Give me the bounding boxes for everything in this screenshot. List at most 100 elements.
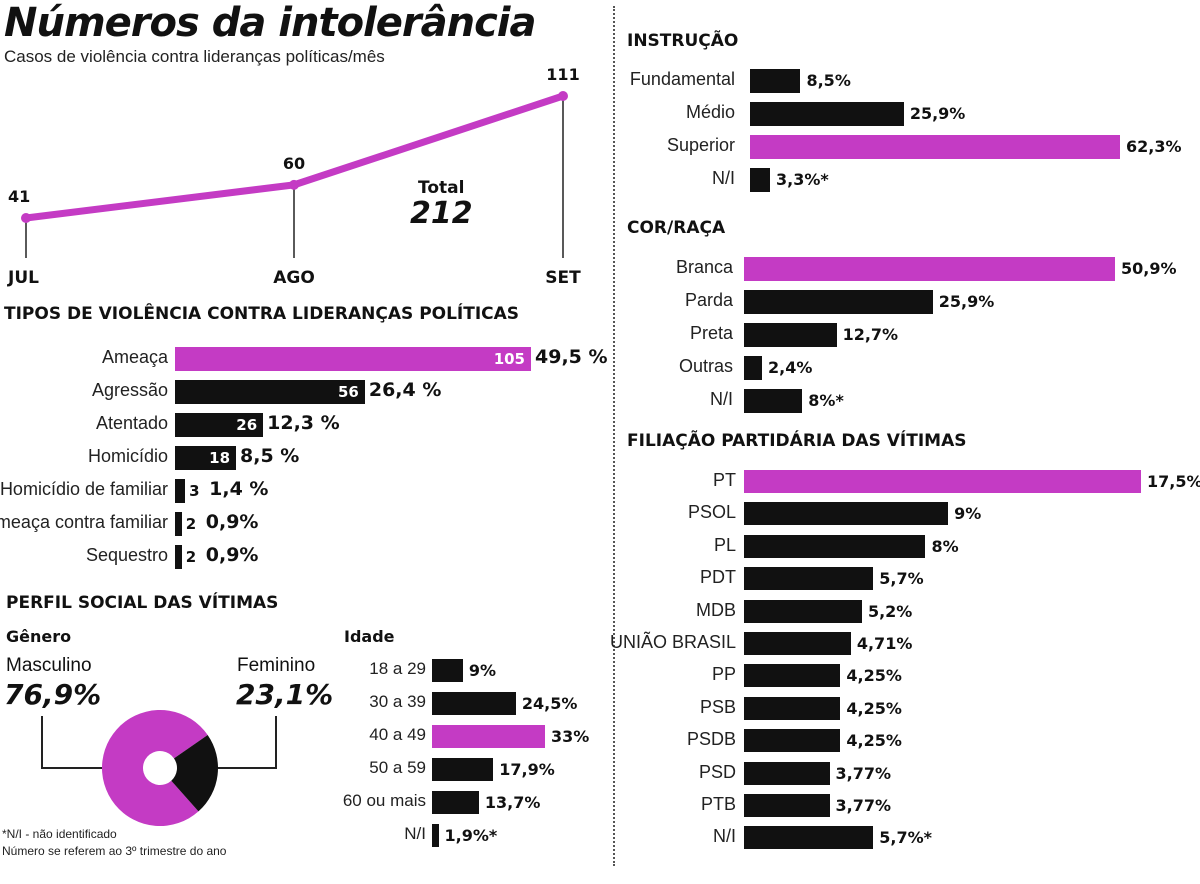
idade-bar [432, 791, 479, 814]
tipos-category-label: Ameaça contra familiar [0, 512, 168, 532]
filiacao-value-label: 5,2% [867, 601, 913, 621]
tipos-count-label: 2 [185, 548, 197, 566]
tipos-count-label: 56 [337, 383, 359, 401]
footnote-trimestre: Número se referem ao 3º trimestre do ano [2, 844, 227, 858]
filiacao-bar [744, 599, 862, 623]
filiacao-value-label: 5,7% [879, 569, 924, 589]
tipos-bar [175, 446, 237, 470]
filiacao-category-label: N/I [712, 826, 736, 847]
tipos-category-label: Sequestro [85, 545, 168, 565]
instrucao-category-label: Médio [685, 102, 735, 122]
instrucao-bar [750, 135, 1120, 159]
tipos-count-label: 18 [209, 449, 231, 467]
point-set [558, 91, 568, 101]
tipos-count-label: 105 [493, 350, 525, 368]
masculino-value: 76,9% [4, 678, 102, 711]
page-subtitle: Casos de violência contra lideranças pol… [4, 47, 385, 66]
filiacao-bar [744, 696, 841, 720]
cor-heading: COR/RAÇA [627, 218, 726, 238]
idade-value-label: 17,9% [499, 760, 555, 779]
tipos-count-label: 26 [236, 416, 258, 434]
pie-slice-masculino [101, 710, 208, 826]
point-jul [21, 213, 31, 223]
cor-bar [744, 290, 933, 314]
instrucao-value-label: 25,9% [909, 104, 966, 123]
tipos-category-label: Atentado [95, 413, 168, 433]
instrucao-value-label: 62,3% [1126, 137, 1182, 156]
instrucao-bar [750, 69, 801, 93]
cor-category-label: Branca [675, 257, 733, 277]
idade-value-label: 13,7% [484, 793, 541, 812]
tipos-category-label: Agressão [91, 380, 168, 400]
column-divider [613, 6, 615, 866]
cor-category-label: N/I [709, 389, 733, 409]
filiacao-category-label: MDB [696, 599, 736, 620]
tipos-category-label: Ameaça [101, 347, 168, 367]
x-tick-set: SET [545, 268, 581, 288]
tipos-category-label: Homicídio de familiar [0, 479, 168, 499]
idade-value-label: 33% [551, 727, 590, 746]
filiacao-category-label: PDT [700, 567, 736, 588]
value-label-jul: 41 [8, 187, 30, 206]
cor-value-label: 25,9% [938, 292, 995, 311]
cor-category-label: Preta [689, 323, 733, 343]
filiacao-value-label: 9% [954, 504, 982, 524]
monthly-line-chart: 41 JUL 60 AGO 111 SET [7, 65, 581, 288]
point-ago [289, 179, 299, 190]
filiacao-value-label: 4,71% [856, 634, 913, 653]
tipos-bar [175, 347, 531, 371]
filiacao-bar [744, 534, 926, 558]
filiacao-category-label: PSOL [687, 502, 736, 523]
tipos-bar [175, 479, 186, 503]
tipos-percent-label: 0,9% [205, 544, 259, 566]
tipos-bar [175, 380, 365, 404]
cor-category-label: Outras [678, 356, 733, 376]
idade-category-label: 40 a 49 [369, 725, 426, 744]
filiacao-category-label: UNIÃO BRASIL [609, 632, 736, 652]
filiacao-category-label: PSDB [686, 729, 736, 750]
feminino-value: 23,1% [236, 678, 334, 711]
tipos-percent-label: 0,9% [205, 511, 259, 533]
instrucao-bar [750, 102, 904, 126]
masculino-label: Masculino [6, 655, 92, 676]
idade-category-label: 30 a 39 [369, 692, 426, 711]
total-label: Total [418, 178, 465, 198]
filiacao-bar [744, 761, 830, 785]
x-tick-jul: JUL [7, 268, 39, 288]
genero-heading: Gênero [6, 627, 72, 646]
cor-value-label: 8%* [808, 391, 844, 410]
filiacao-bar [744, 632, 851, 655]
value-label-ago: 60 [283, 154, 305, 173]
filiacao-bar [744, 470, 1141, 493]
instrucao-category-label: Fundamental [629, 69, 735, 89]
tipos-percent-label: 12,3 % [267, 412, 340, 434]
genero-pie-chart [41, 710, 277, 826]
filiacao-category-label: PL [713, 534, 736, 555]
tipos-bar [175, 512, 182, 536]
filiacao-value-label: 4,25% [846, 666, 902, 686]
idade-category-label: 60 ou mais [342, 791, 426, 810]
filiacao-value-label: 17,5% [1147, 472, 1200, 491]
tipos-count-label: 3 [189, 482, 200, 500]
cor-bar [744, 323, 837, 347]
tipos-percent-label: 8,5 % [240, 445, 300, 467]
idade-heading: Idade [344, 627, 395, 646]
idade-bar [432, 725, 545, 748]
tipos-heading: TIPOS DE VIOLÊNCIA CONTRA LIDERANÇAS POL… [4, 304, 520, 324]
instrucao-category-label: N/I [711, 168, 735, 188]
pie-slice-feminino [171, 734, 218, 812]
page-title: Números da intolerância [4, 0, 536, 46]
filiacao-bar [744, 567, 874, 591]
cor-category-label: Parda [684, 290, 733, 310]
filiacao-category-label: PP [711, 664, 736, 685]
cor-value-label: 12,7% [842, 325, 899, 344]
value-label-set: 111 [546, 65, 579, 84]
filiacao-value-label: 4,25% [846, 731, 902, 751]
filiacao-category-label: PTB [700, 794, 736, 814]
idade-category-label: 50 a 59 [369, 758, 426, 777]
idade-value-label: 24,5% [521, 694, 578, 713]
idade-bar [432, 824, 439, 847]
filiacao-value-label: 3,77% [835, 763, 892, 783]
tipos-count-label: 2 [185, 515, 197, 533]
filiacao-value-label: 3,77% [835, 796, 892, 815]
